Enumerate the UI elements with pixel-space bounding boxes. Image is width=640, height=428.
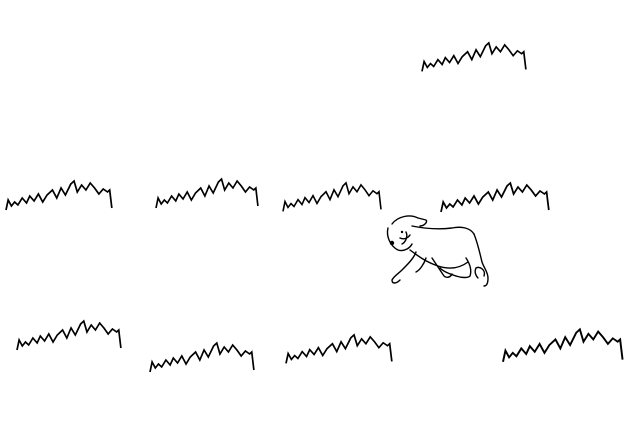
- grass-tuft: [155, 178, 259, 209]
- grass-tuft: [440, 182, 550, 213]
- grass-tuft: [285, 334, 393, 365]
- grass-tuft: [282, 182, 382, 213]
- grass-tuft: [502, 328, 624, 363]
- grass-tuft: [5, 180, 113, 211]
- grass-tuft: [421, 42, 527, 73]
- grass-tufts: [5, 42, 624, 373]
- dog-running: [386, 215, 489, 287]
- grass-tuft: [16, 320, 122, 351]
- grass-tuft: [149, 342, 255, 373]
